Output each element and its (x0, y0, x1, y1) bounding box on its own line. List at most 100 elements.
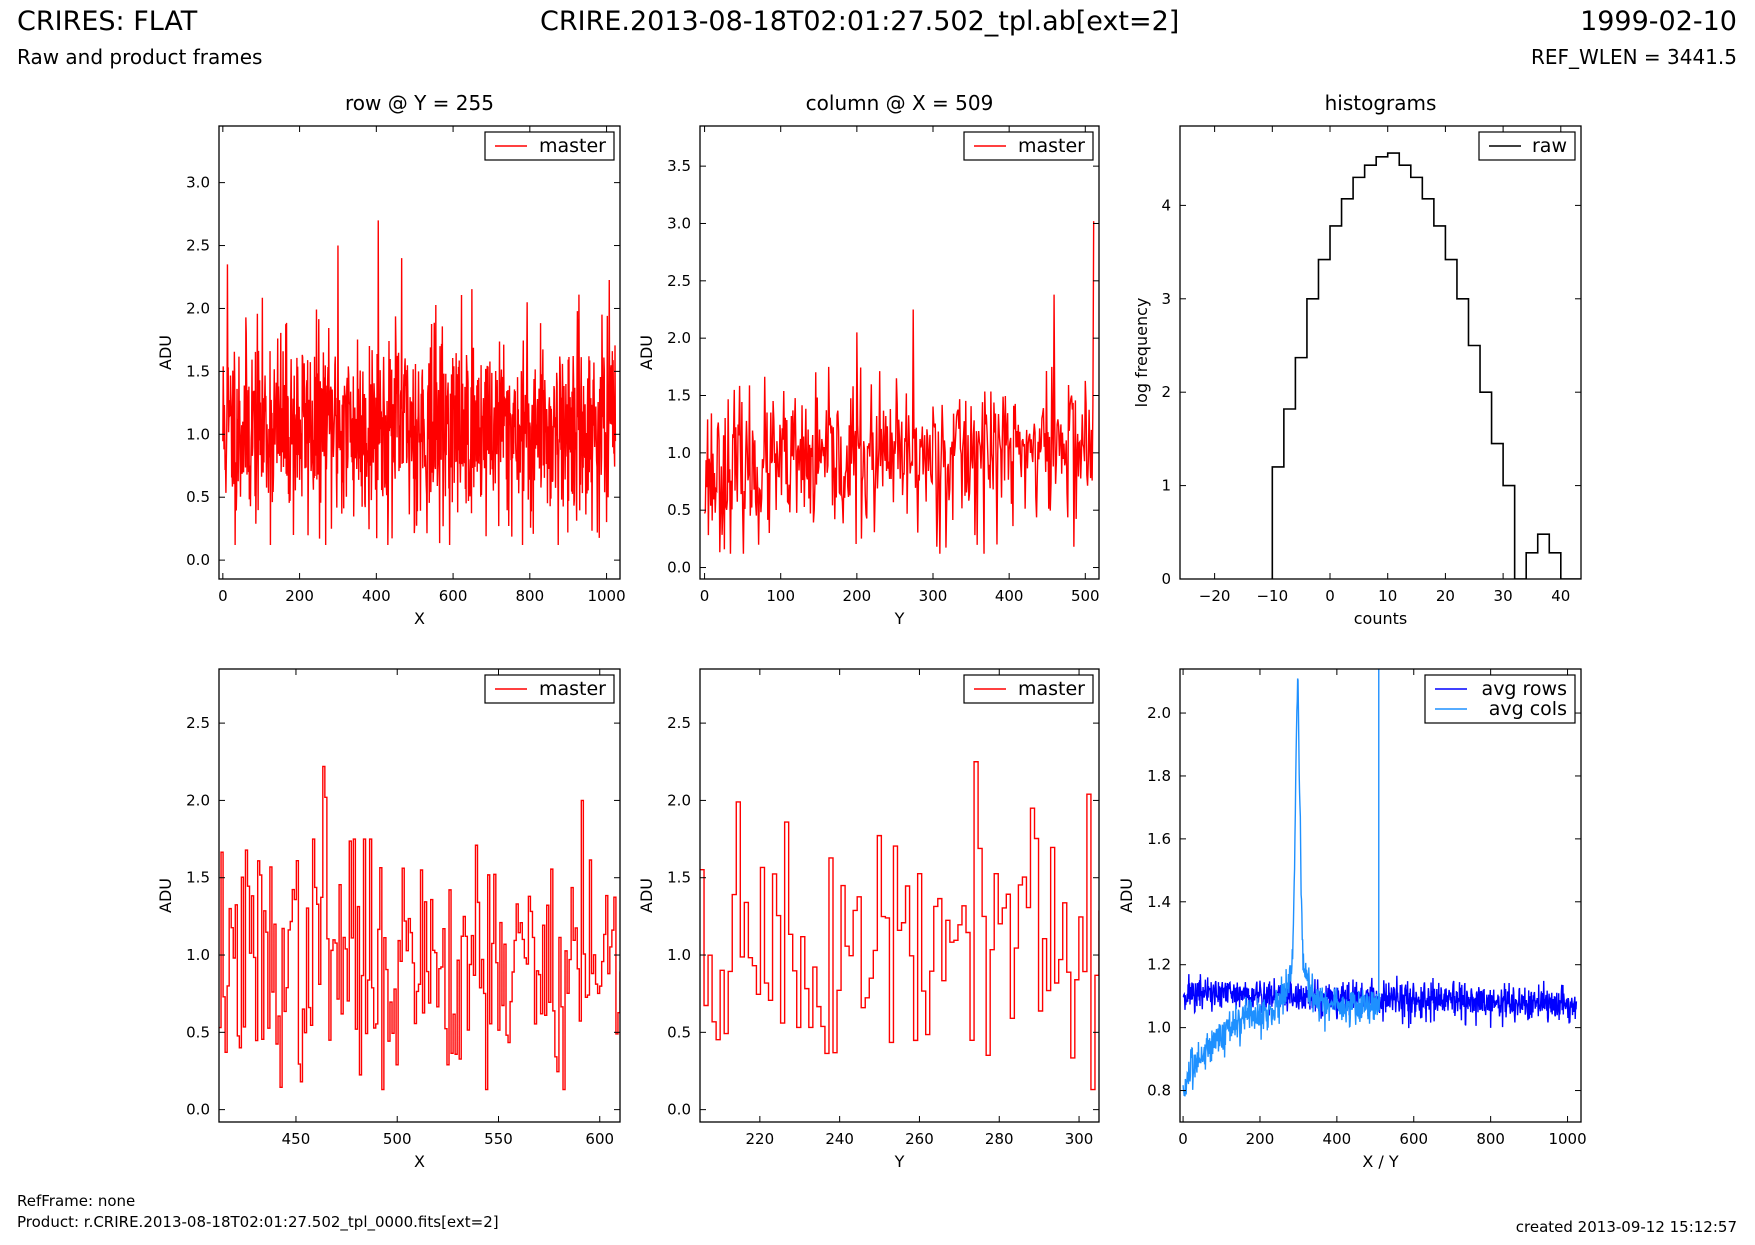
y-tick-label: 0.0 (667, 559, 691, 577)
chart-p5: 220 240 260 280 300 0.0 0.5 1.0 1.5 2.0 2.5 Y ADU mas… (637, 668, 1100, 1171)
plot-title: column @ X = 509 (806, 91, 994, 115)
y-tick-label: 1.2 (1147, 956, 1171, 974)
legend-label: avg rows (1482, 678, 1567, 700)
series-line-avg-cols (1182, 669, 1381, 1097)
x-axis-label: X / Y (1362, 1152, 1399, 1171)
footer-refframe: RefFrame: none (17, 1192, 136, 1210)
chart-p4: 450 500 550 600 0.0 0.5 1.0 1.5 2.0 2.5 X ADU master (156, 668, 621, 1171)
chart-p6: 0 200 400 600 800 1000 0.8 1.0 1.2 1.4 1.6 1.8 2.0 X … (1117, 668, 1587, 1171)
y-tick-label: 2.0 (667, 791, 691, 809)
title-center: CRIRE.2013-08-18T02:01:27.502_tpl.ab[ext… (540, 6, 1180, 37)
y-tick-label: 3.0 (667, 214, 691, 232)
y-axis-label: ADU (637, 335, 656, 370)
footer-product: Product: r.CRIRE.2013-08-18T02:01:27.502… (17, 1213, 499, 1231)
chart-p1: 0 200 400 600 800 1000 0.0 0.5 1.0 1.5 2.0 2.5 3.0 X A… (156, 91, 626, 628)
x-tick-label: 500 (1071, 587, 1100, 605)
y-tick-label: 0.5 (667, 501, 691, 519)
x-tick-label: 800 (516, 587, 545, 605)
series-group (222, 220, 617, 546)
y-tick-label: 2.0 (186, 299, 210, 317)
x-tick-label: −10 (1256, 587, 1288, 605)
y-tick-label: 1.4 (1147, 893, 1171, 911)
y-tick-label: 4 (1161, 196, 1171, 214)
x-tick-label: 550 (484, 1130, 513, 1148)
y-axis-label: ADU (1117, 878, 1136, 913)
y-tick-label: 2.5 (186, 714, 210, 732)
x-tick-label: 20 (1436, 587, 1455, 605)
y-axis-label: ADU (156, 878, 175, 913)
x-tick-label: 600 (439, 587, 468, 605)
y-tick-label: 1.5 (667, 869, 691, 887)
series-group (219, 765, 620, 1091)
y-tick-label: 0.8 (1147, 1082, 1171, 1100)
subtitle-right: REF_WLEN = 3441.5 (1530, 45, 1737, 69)
series-group (1271, 152, 1581, 579)
y-tick-label: 2.5 (667, 714, 691, 732)
y-tick-label: 1.0 (186, 425, 210, 443)
x-tick-label: 600 (585, 1130, 614, 1148)
plot-frame (218, 668, 621, 1123)
legend-label: avg cols (1489, 698, 1567, 720)
x-tick-label: 0 (1178, 1130, 1188, 1148)
legend: master (484, 674, 615, 704)
x-tick-label: 200 (1246, 1130, 1275, 1148)
y-tick-label: 2 (1161, 383, 1171, 401)
y-tick-label: 1.0 (667, 444, 691, 462)
series-line-master (700, 761, 1099, 1091)
x-axis-label: X (414, 1152, 425, 1171)
y-tick-label: 1.0 (186, 946, 210, 964)
y-tick-label: 0.5 (667, 1023, 691, 1041)
plot-frame (218, 125, 621, 580)
x-tick-label: 500 (383, 1130, 412, 1148)
x-tick-label: 260 (905, 1130, 934, 1148)
y-tick-label: 0.0 (186, 1101, 210, 1119)
x-tick-label: 0 (1325, 587, 1335, 605)
y-tick-label: 3.0 (186, 174, 210, 192)
y-tick-label: 1.0 (1147, 1019, 1171, 1037)
title-right: 1999-02-10 (1580, 6, 1737, 37)
legend: master (963, 131, 1094, 161)
plot-frame (699, 668, 1100, 1123)
x-tick-label: 30 (1494, 587, 1513, 605)
x-axis-label: counts (1354, 609, 1407, 628)
y-axis-label: log frequency (1132, 298, 1151, 408)
y-tick-label: 2.5 (667, 272, 691, 290)
x-tick-label: 1000 (1548, 1130, 1586, 1148)
y-tick-label: 1.0 (667, 946, 691, 964)
x-axis-label: X (414, 609, 425, 628)
x-tick-label: 600 (1399, 1130, 1428, 1148)
x-tick-label: 200 (285, 587, 314, 605)
x-tick-label: 300 (919, 587, 948, 605)
plot-frame (1179, 125, 1582, 580)
y-tick-label: 1 (1161, 477, 1171, 495)
x-tick-label: 400 (1323, 1130, 1352, 1148)
y-tick-label: 1.6 (1147, 830, 1171, 848)
y-tick-label: 1.8 (1147, 767, 1171, 785)
y-tick-label: 1.5 (667, 387, 691, 405)
x-tick-label: 800 (1476, 1130, 1505, 1148)
series-line-master (219, 765, 620, 1091)
legend-box (1424, 674, 1576, 724)
y-tick-label: 2.0 (667, 329, 691, 347)
y-tick-label: 0.0 (186, 551, 210, 569)
x-axis-label: Y (894, 1152, 905, 1171)
x-tick-label: 280 (985, 1130, 1014, 1148)
x-tick-label: 100 (766, 587, 795, 605)
legend-label: master (1018, 135, 1085, 157)
series-line-master (222, 220, 617, 546)
y-tick-label: 0 (1161, 570, 1171, 588)
y-tick-label: 0.0 (667, 1101, 691, 1119)
subtitle-left: Raw and product frames (17, 45, 263, 69)
series-group (1182, 669, 1578, 1097)
y-tick-label: 0.5 (186, 488, 210, 506)
y-tick-label: 2.5 (186, 237, 210, 255)
legend-label: master (539, 678, 606, 700)
x-axis-label: Y (894, 609, 905, 628)
legend-label: raw (1532, 135, 1567, 157)
y-tick-label: 1.5 (186, 362, 210, 380)
legend: master (484, 131, 615, 161)
series-group (703, 221, 1095, 554)
x-tick-label: 0 (700, 587, 710, 605)
